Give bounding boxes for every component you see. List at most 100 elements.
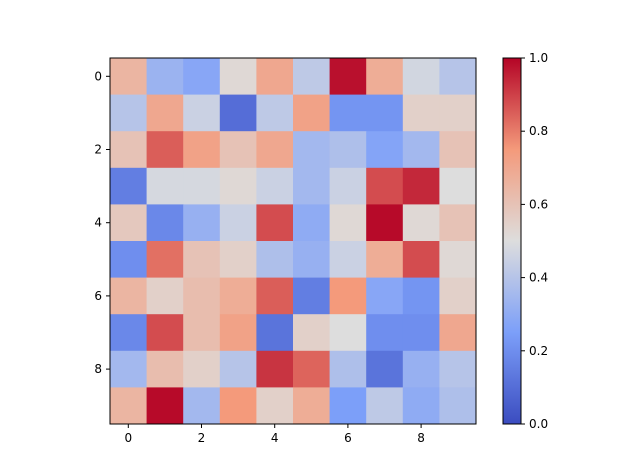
heatmap-cell (439, 167, 477, 205)
heatmap-cell (219, 94, 257, 132)
heatmap-cell (402, 314, 440, 352)
colorbar-tick-label: 0.4 (529, 271, 548, 285)
heatmap-cell (329, 204, 367, 242)
heatmap-cell (146, 94, 184, 132)
heatmap-cell (110, 131, 147, 169)
heatmap-cell (219, 277, 257, 315)
x-tick-label: 0 (124, 431, 132, 445)
heatmap-cell (146, 167, 184, 205)
heatmap-cell (439, 350, 477, 388)
heatmap-cell (293, 58, 330, 95)
heatmap-cell (146, 314, 184, 352)
colorbar-frame (502, 57, 522, 425)
heatmap-cell (402, 387, 440, 425)
colorbar-tick-label: 0.8 (529, 124, 548, 138)
heatmap-cell (146, 204, 184, 242)
heatmap-cell (256, 94, 294, 132)
heatmap-cell (183, 167, 221, 205)
colorbar-axis: 0.0 0.2 0.4 0.6 0.8 1.0 (521, 51, 548, 431)
heatmap-cell (110, 350, 147, 388)
heatmap-cell (439, 58, 477, 95)
heatmap-cell (110, 204, 147, 242)
heatmap-cell (183, 131, 221, 169)
heatmap-cell (219, 58, 257, 95)
heatmap-cell (146, 350, 184, 388)
y-tick-label: 2 (94, 143, 102, 157)
x-tick-label: 8 (417, 431, 425, 445)
heatmap-cell (110, 387, 147, 425)
x-tick-label: 6 (344, 431, 352, 445)
heatmap-cell (402, 277, 440, 315)
heatmap-cell (256, 58, 294, 95)
heatmap-cell (329, 314, 367, 352)
heatmap-cell (256, 204, 294, 242)
heatmap-cell (293, 94, 330, 132)
heatmap-cell (146, 131, 184, 169)
heatmap-cell (366, 204, 404, 242)
y-axis: 0 2 4 6 8 (94, 69, 110, 376)
heatmap-cell (329, 131, 367, 169)
heatmap-cell (293, 387, 330, 425)
heatmap-cell (256, 350, 294, 388)
heatmap-cell (293, 204, 330, 242)
heatmap-cell (402, 241, 440, 278)
heatmap-cell (293, 131, 330, 169)
heatmap-cell (110, 167, 147, 205)
heatmap-cell (146, 387, 184, 425)
heatmap-cell (329, 350, 367, 388)
heatmap-cell (219, 204, 257, 242)
heatmap-cell (366, 314, 404, 352)
heatmap-cell (110, 241, 147, 278)
plot-frame (109, 57, 477, 425)
heatmap-cell (402, 204, 440, 242)
heatmap-cell (256, 241, 294, 278)
heatmap-cell (219, 387, 257, 425)
heatmap-cell (439, 131, 477, 169)
heatmap-cell (366, 58, 404, 95)
heatmap-cell (110, 94, 147, 132)
heatmap-cell (219, 350, 257, 388)
heatmap-cell (256, 387, 294, 425)
heatmap-cell (146, 241, 184, 278)
x-tick-label: 4 (271, 431, 279, 445)
y-tick-label: 0 (94, 69, 102, 83)
heatmap-cell (402, 58, 440, 95)
heatmap-cell (183, 350, 221, 388)
heatmap-cell (183, 314, 221, 352)
y-tick-label: 8 (94, 362, 102, 376)
heatmap-cell (183, 277, 221, 315)
heatmap-cell (329, 58, 367, 95)
heatmap-cell (256, 314, 294, 352)
colorbar-tick-label: 0.2 (529, 344, 548, 358)
heatmap-cell (439, 277, 477, 315)
x-tick-label: 2 (198, 431, 206, 445)
heatmap-cell (366, 167, 404, 205)
heatmap-cell (183, 204, 221, 242)
heatmap-cell (146, 277, 184, 315)
heatmap-cell (219, 241, 257, 278)
colorbar-tick-label: 1.0 (529, 51, 548, 65)
heatmap-cell (402, 167, 440, 205)
heatmap-cell (110, 314, 147, 352)
colorbar (503, 58, 521, 424)
heatmap-cell (329, 277, 367, 315)
heatmap-cell (439, 387, 477, 425)
heatmap-cell (293, 350, 330, 388)
heatmap-cell (439, 94, 477, 132)
heatmap-cell (439, 241, 477, 278)
heatmap-cell (366, 350, 404, 388)
heatmap-cells (110, 58, 477, 425)
x-axis: 0 2 4 6 8 (124, 424, 425, 445)
heatmap-cell (402, 350, 440, 388)
heatmap-cell (402, 131, 440, 169)
heatmap-cell (366, 241, 404, 278)
heatmap-cell (329, 94, 367, 132)
heatmap-cell (366, 94, 404, 132)
colorbar-tick-label: 0.6 (529, 197, 548, 211)
heatmap-cell (183, 387, 221, 425)
heatmap-cell (329, 241, 367, 278)
heatmap-cell (110, 277, 147, 315)
heatmap-cell (329, 387, 367, 425)
heatmap-cell (256, 131, 294, 169)
